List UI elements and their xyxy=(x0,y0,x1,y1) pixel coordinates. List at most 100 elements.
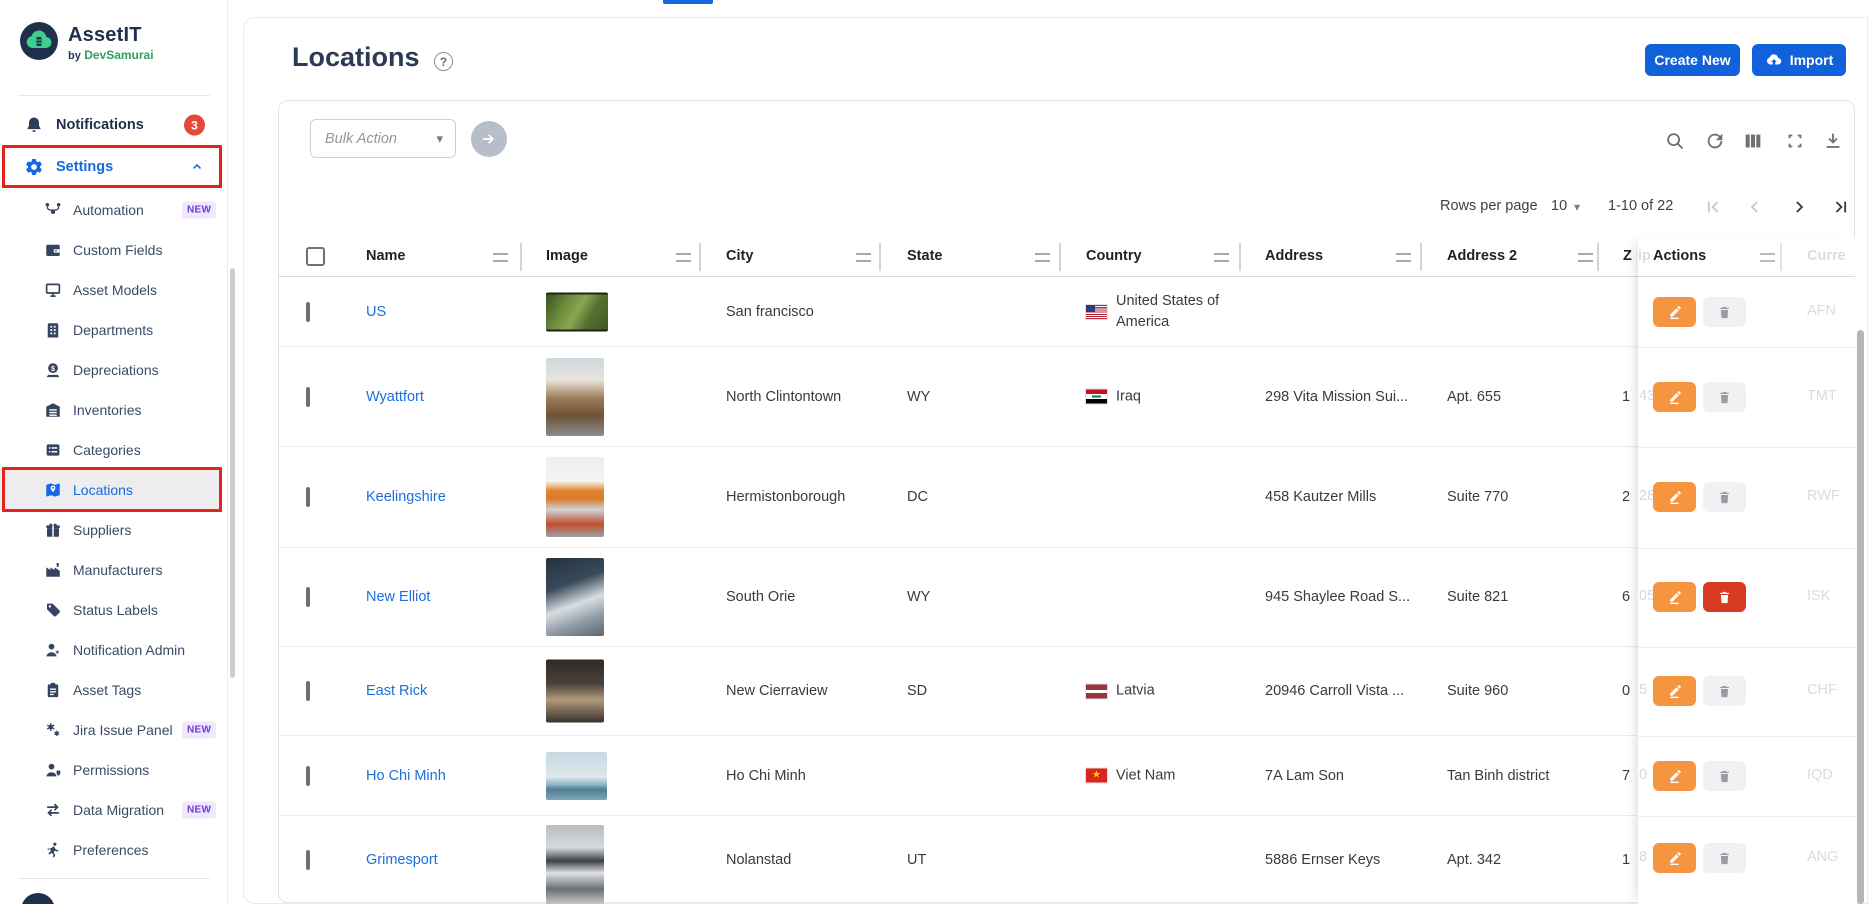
column-drag-handle[interactable] xyxy=(1578,253,1593,262)
location-thumbnail[interactable] xyxy=(546,824,604,904)
sidebar-item-asset-models[interactable]: Asset Models xyxy=(0,270,222,310)
edit-button[interactable] xyxy=(1653,843,1696,873)
sidebar-item-jira-issue-panel[interactable]: Jira Issue Panel NEW xyxy=(0,710,222,750)
column-separator xyxy=(699,243,701,271)
column-drag-handle[interactable] xyxy=(1396,253,1411,262)
sidebar-item-suppliers[interactable]: Suppliers xyxy=(0,510,222,550)
row-checkbox[interactable] xyxy=(306,681,310,701)
location-name-link[interactable]: East Rick xyxy=(366,683,428,699)
state-cell: DC xyxy=(907,489,928,505)
row-checkbox[interactable] xyxy=(306,587,310,607)
sidebar-item-notifications[interactable]: Notifications 3 xyxy=(0,105,222,145)
sidebar-item-manufacturers[interactable]: Manufacturers xyxy=(0,550,222,590)
column-drag-handle[interactable] xyxy=(1035,253,1050,262)
location-name-link[interactable]: Wyattfort xyxy=(366,388,424,405)
edit-button[interactable] xyxy=(1653,676,1696,706)
columns-icon[interactable] xyxy=(1740,128,1766,154)
data-migration-icon xyxy=(44,801,62,819)
fullscreen-icon[interactable] xyxy=(1782,128,1808,154)
sidebar-item-permissions[interactable]: Permissions xyxy=(0,750,222,790)
location-thumbnail[interactable] xyxy=(546,558,604,636)
location-name-link[interactable]: Keelingshire xyxy=(366,489,446,505)
address-cell: 458 Kautzer Mills xyxy=(1265,489,1377,505)
sidebar-item-settings[interactable]: Settings xyxy=(0,147,222,187)
create-new-button[interactable]: Create New xyxy=(1645,44,1740,76)
delete-button[interactable] xyxy=(1703,761,1746,791)
notification-admin-icon xyxy=(44,641,62,659)
edit-button[interactable] xyxy=(1653,761,1696,791)
row-checkbox[interactable] xyxy=(306,849,310,870)
edit-button[interactable] xyxy=(1653,482,1696,512)
manufacturers-icon xyxy=(44,561,62,579)
sidebar-item-categories[interactable]: Categories xyxy=(0,430,222,470)
previous-page-button[interactable] xyxy=(1742,194,1768,220)
location-name-link[interactable]: Grimesport xyxy=(366,851,438,868)
sidebar-scrollbar[interactable] xyxy=(230,268,235,678)
next-page-button[interactable] xyxy=(1786,194,1812,220)
sidebar-item-inventories[interactable]: Inventories xyxy=(0,390,222,430)
import-button[interactable]: Import xyxy=(1752,44,1846,76)
column-drag-handle[interactable] xyxy=(676,253,691,262)
row-checkbox[interactable] xyxy=(306,386,310,407)
select-all-checkbox[interactable] xyxy=(306,247,325,266)
delete-button[interactable] xyxy=(1703,482,1746,512)
row-checkbox[interactable] xyxy=(306,301,310,322)
column-header-country[interactable]: Country xyxy=(1086,248,1142,264)
refresh-icon[interactable] xyxy=(1702,128,1728,154)
location-thumbnail[interactable] xyxy=(546,457,604,537)
location-thumbnail[interactable] xyxy=(546,292,608,331)
sidebar-item-notification-admin[interactable]: Notification Admin xyxy=(0,630,222,670)
city-cell: South Orie xyxy=(726,589,796,605)
sidebar-item-locations[interactable]: Locations xyxy=(0,470,222,510)
rows-per-page-select[interactable]: 10 xyxy=(1551,198,1568,214)
column-drag-handle[interactable] xyxy=(1760,253,1775,262)
location-name-link[interactable]: US xyxy=(366,303,387,320)
sidebar-item-preferences[interactable]: Preferences xyxy=(0,830,222,870)
sidebar-item-automation[interactable]: Automation NEW xyxy=(0,190,222,230)
location-thumbnail[interactable] xyxy=(546,751,607,800)
column-header-address[interactable]: Address xyxy=(1265,248,1324,264)
header-divider xyxy=(279,276,1855,277)
delete-button[interactable] xyxy=(1703,843,1746,873)
column-header-actions[interactable]: Actions xyxy=(1653,248,1707,264)
delete-button[interactable] xyxy=(1703,382,1746,412)
sidebar-item-data-migration[interactable]: Data Migration NEW xyxy=(0,790,222,830)
avatar[interactable] xyxy=(21,893,55,904)
location-name-link[interactable]: New Elliot xyxy=(366,589,431,605)
column-header-image[interactable]: Image xyxy=(546,248,588,264)
column-drag-handle[interactable] xyxy=(493,253,508,262)
bulk-action-select[interactable]: Bulk Action ▾ xyxy=(310,119,456,158)
location-thumbnail[interactable] xyxy=(546,357,604,436)
bulk-action-go-button[interactable] xyxy=(471,121,507,157)
column-header-name[interactable]: Name xyxy=(366,248,406,264)
location-thumbnail[interactable] xyxy=(546,659,604,723)
download-icon[interactable] xyxy=(1820,128,1846,154)
delete-button[interactable] xyxy=(1703,297,1746,327)
vertical-scrollbar[interactable] xyxy=(1857,330,1864,904)
last-page-button[interactable] xyxy=(1828,194,1854,220)
delete-button-active[interactable] xyxy=(1703,582,1746,612)
column-header-city[interactable]: City xyxy=(726,248,754,264)
help-icon[interactable]: ? xyxy=(434,52,453,71)
search-icon[interactable] xyxy=(1662,128,1688,154)
column-drag-handle[interactable] xyxy=(1214,253,1229,262)
column-drag-handle[interactable] xyxy=(856,253,871,262)
sidebar-item-depreciations[interactable]: $ Depreciations xyxy=(0,350,222,390)
column-header-state[interactable]: State xyxy=(907,248,943,264)
delete-button[interactable] xyxy=(1703,676,1746,706)
edit-button[interactable] xyxy=(1653,297,1696,327)
sidebar-item-asset-tags[interactable]: Asset Tags xyxy=(0,670,222,710)
chevron-up-icon xyxy=(190,160,204,174)
row-checkbox[interactable] xyxy=(306,487,310,507)
first-page-button[interactable] xyxy=(1700,194,1726,220)
edit-button[interactable] xyxy=(1653,582,1696,612)
sidebar-item-status-labels[interactable]: Status Labels xyxy=(0,590,222,630)
location-name-link[interactable]: Ho Chi Minh xyxy=(366,767,446,784)
column-header-zip-clipped[interactable]: Z xyxy=(1623,248,1632,264)
row-checkbox[interactable] xyxy=(306,765,310,786)
chevron-down-icon: ▾ xyxy=(1574,200,1581,214)
sidebar-item-custom-fields[interactable]: Custom Fields xyxy=(0,230,222,270)
sidebar-item-departments[interactable]: Departments xyxy=(0,310,222,350)
column-header-address2[interactable]: Address 2 xyxy=(1447,248,1518,264)
edit-button[interactable] xyxy=(1653,382,1696,412)
